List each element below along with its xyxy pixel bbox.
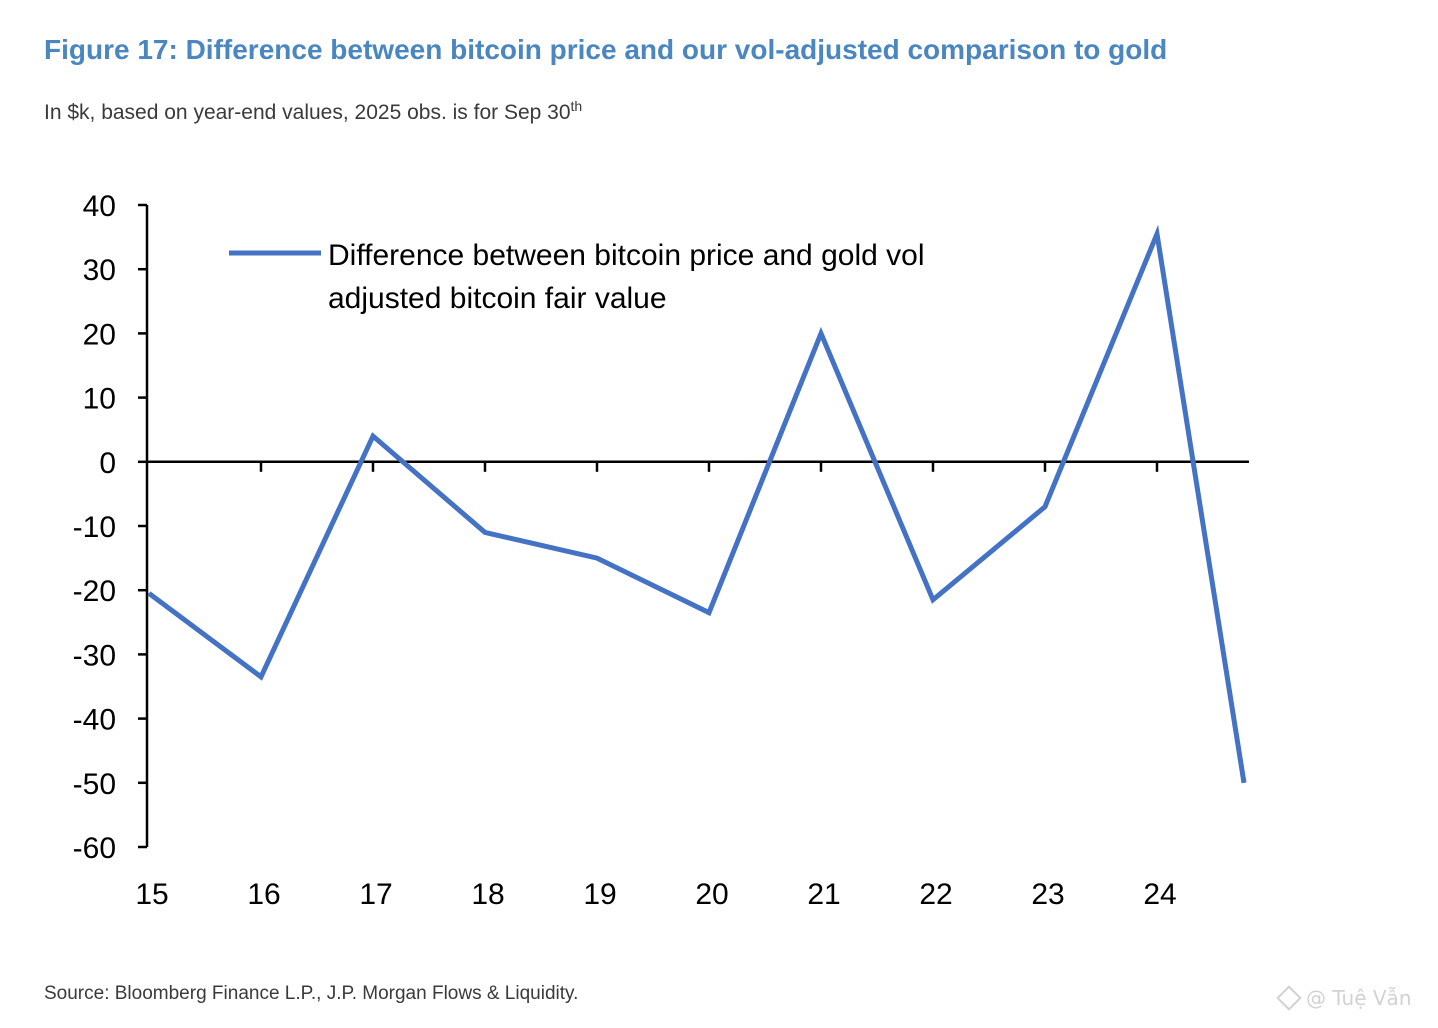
y-tick-label: -30 (73, 639, 116, 672)
subtitle-text: In $k, based on year-end values, 2025 ob… (44, 101, 571, 124)
data-point (932, 599, 934, 601)
data-point (484, 531, 486, 533)
y-tick-label: -60 (73, 832, 116, 865)
y-axis-ticks: 40 30 20 10 0 -10 -20 -30 -40 -50 -60 (73, 190, 147, 865)
figure-source: Source: Bloomberg Finance L.P., J.P. Mor… (44, 983, 579, 1004)
data-point (372, 435, 374, 437)
figure-title: Figure 17: Difference between bitcoin pr… (44, 34, 1168, 65)
data-point (260, 676, 262, 678)
x-tick-label: 24 (1143, 878, 1176, 911)
watermark: @ Tuệ Vẫn (1276, 984, 1412, 1011)
x-tick-label: 20 (695, 878, 728, 911)
y-tick-label: -50 (73, 768, 116, 801)
y-tick-label: 20 (83, 318, 116, 351)
x-tick-label: 22 (919, 878, 952, 911)
figure-subtitle: In $k, based on year-end values, 2025 ob… (44, 98, 583, 125)
watermark-logo-icon (1276, 984, 1302, 1011)
x-tick-label: 16 (247, 878, 280, 911)
data-point (820, 332, 822, 334)
x-tick-label: 17 (359, 878, 392, 911)
x-axis-ticks: 15 16 17 18 19 20 21 22 23 24 (135, 461, 1177, 911)
watermark-text: @ Tuệ Vẫn (1306, 986, 1412, 1010)
series-line (147, 224, 1247, 784)
data-point (1044, 506, 1046, 508)
x-tick-label: 21 (807, 878, 840, 911)
y-tick-label: -40 (73, 704, 116, 737)
y-tick-label: 30 (83, 254, 116, 287)
data-point (596, 557, 598, 559)
x-tick-label: 15 (135, 878, 168, 911)
chart-series (147, 224, 1247, 784)
legend-label: Difference between bitcoin price and gol… (328, 239, 924, 272)
data-point (708, 612, 710, 614)
y-tick-label: -20 (73, 575, 116, 608)
y-tick-label: 10 (83, 383, 116, 416)
y-tick-label: 40 (83, 190, 116, 223)
chart-axes (145, 205, 1249, 847)
x-tick-label: 19 (583, 878, 616, 911)
data-point (1156, 233, 1158, 235)
data-point (148, 592, 150, 594)
x-tick-label: 18 (471, 878, 504, 911)
y-tick-label: 0 (99, 447, 116, 480)
subtitle-superscript: th (570, 98, 583, 114)
y-tick-label: -10 (73, 511, 116, 544)
legend-label: adjusted bitcoin fair value (328, 282, 667, 315)
data-point (1243, 782, 1245, 784)
x-tick-label: 23 (1031, 878, 1064, 911)
chart-legend: Difference between bitcoin price and gol… (229, 239, 924, 315)
